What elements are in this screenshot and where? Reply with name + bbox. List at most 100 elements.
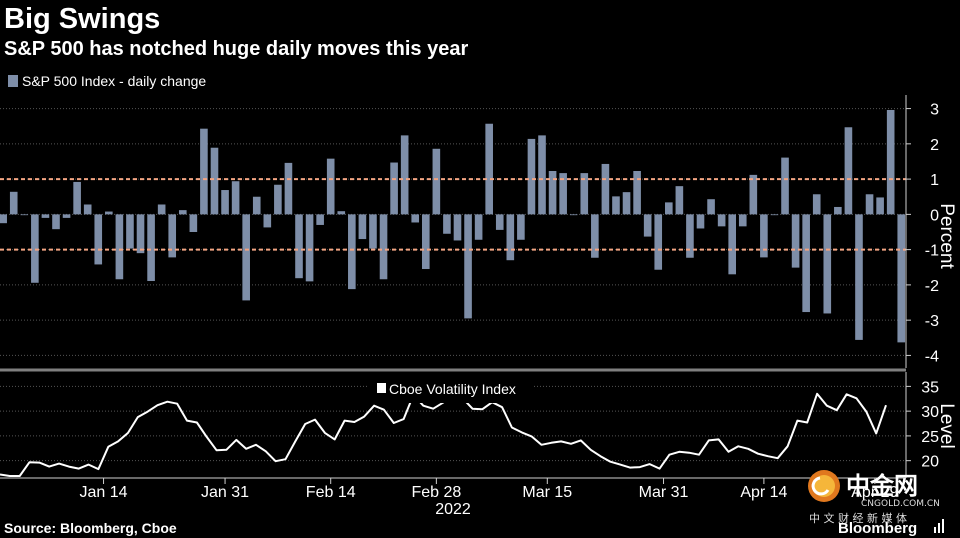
percent-tick-label: 0 bbox=[930, 207, 939, 224]
x-tick-label: Mar 15 bbox=[522, 484, 572, 501]
sp500-bar bbox=[675, 186, 684, 215]
sp500-bar bbox=[390, 162, 398, 215]
sp500-bar bbox=[760, 214, 768, 258]
sp500-bar bbox=[400, 135, 409, 215]
sp500-bar bbox=[643, 214, 652, 237]
sp500-bar bbox=[105, 211, 113, 215]
watermark-tagline: 中 文 财 经 新 媒 体 bbox=[809, 511, 907, 525]
sp500-bar bbox=[52, 214, 60, 230]
sp500-bar bbox=[242, 214, 250, 301]
sp500-bar bbox=[517, 214, 525, 240]
sp500-bar bbox=[749, 174, 758, 215]
sp500-bar bbox=[506, 214, 515, 261]
x-tick-label: Feb 14 bbox=[306, 484, 356, 501]
vix-legend-swatch bbox=[377, 383, 386, 393]
sp500-bar bbox=[474, 214, 483, 240]
x-tick-label: Apr 29 bbox=[851, 484, 898, 501]
sp500-bar bbox=[305, 214, 314, 282]
bloomberg-logo: Bloomberg bbox=[838, 520, 917, 537]
sp500-bar bbox=[453, 214, 462, 241]
sp500-bar bbox=[612, 196, 620, 215]
sp500-bar bbox=[686, 214, 694, 258]
sp500-bar bbox=[200, 128, 208, 215]
sp500-bar bbox=[802, 214, 810, 313]
sp500-bar bbox=[664, 202, 673, 215]
sp500-bar bbox=[9, 191, 18, 215]
sp500-bar bbox=[834, 206, 842, 215]
sp500-bar bbox=[654, 214, 663, 270]
level-tick-label: 25 bbox=[921, 429, 939, 446]
sp500-bar bbox=[855, 214, 863, 340]
sp500-bar bbox=[591, 214, 599, 258]
sp500-bar bbox=[432, 148, 441, 215]
sp500-bar bbox=[83, 204, 92, 215]
x-tick-label: Jan 31 bbox=[201, 484, 249, 501]
chart-subtitle: S&P 500 has notched huge daily moves thi… bbox=[4, 38, 469, 60]
percent-tick-label: 1 bbox=[930, 172, 939, 189]
sp500-bar bbox=[527, 138, 536, 215]
percent-tick-label: -4 bbox=[925, 348, 939, 365]
sp500-bar bbox=[369, 214, 377, 249]
x-tick-label: Mar 31 bbox=[639, 484, 689, 501]
sp500-bar bbox=[115, 214, 124, 280]
sp500-bar bbox=[62, 214, 71, 218]
reference-lines bbox=[0, 178, 906, 251]
watermark-brand: 中金网 bbox=[846, 472, 918, 500]
sp500-bar bbox=[580, 173, 589, 215]
level-tick-label: 30 bbox=[921, 404, 939, 421]
vix-line bbox=[0, 392, 887, 477]
sp500-bar bbox=[231, 181, 240, 215]
sp500-bar bbox=[717, 214, 726, 227]
sp500-bar bbox=[812, 194, 821, 215]
vix-legend-bg bbox=[369, 377, 533, 403]
sp500-bar bbox=[569, 214, 578, 216]
sp500-bar bbox=[284, 162, 293, 215]
sp500-bar bbox=[548, 170, 557, 215]
sp500-bar bbox=[495, 214, 504, 230]
sp500-bar bbox=[485, 123, 493, 215]
level-tick-label: 20 bbox=[921, 454, 939, 471]
sp500-bar bbox=[316, 214, 324, 225]
sp500-bar bbox=[0, 214, 7, 224]
percent-tick-label: 2 bbox=[930, 137, 939, 154]
sp500-bar bbox=[464, 214, 472, 319]
sp500-bar bbox=[274, 184, 282, 215]
sp500-bar bbox=[876, 197, 884, 215]
sp500-bar bbox=[295, 214, 303, 279]
level-tick-label: 35 bbox=[921, 379, 939, 396]
sp500-bar bbox=[31, 214, 39, 283]
percent-tick-label: -3 bbox=[925, 313, 939, 330]
top-panel-y-ticks: 3 2 1 0 -1 -2 -3 -4 bbox=[906, 102, 939, 365]
sp500-bar bbox=[411, 214, 420, 223]
sp500-bar bbox=[791, 214, 800, 268]
sp500-bar bbox=[421, 214, 430, 270]
sp500-bar bbox=[844, 127, 853, 215]
cngold-watermark: 中金网 CNGOLD.COM.CN 中 文 财 经 新 媒 体 bbox=[808, 470, 940, 525]
vix-legend-label: Cboe Volatility Index bbox=[389, 381, 516, 397]
x-tick-label: Apr 14 bbox=[740, 484, 787, 501]
bloomberg-bars-icon bbox=[934, 519, 944, 533]
sp500-bar bbox=[210, 147, 219, 215]
sp500-bar bbox=[94, 214, 103, 265]
sp500-bar bbox=[738, 214, 747, 227]
x-axis-ticks: Jan 14 Jan 31 Feb 14 Feb 28 Mar 15 Mar 31 Apr … bbox=[80, 478, 899, 501]
sp500-bar bbox=[886, 109, 895, 215]
sp500-bar bbox=[728, 214, 736, 275]
sp500-bar bbox=[189, 214, 198, 232]
sp500-bar bbox=[622, 192, 631, 215]
sp500-bar bbox=[443, 214, 451, 234]
sp500-bar bbox=[157, 204, 166, 215]
top-panel-gridlines bbox=[0, 108, 906, 356]
sp500-bar bbox=[263, 214, 272, 228]
sp500-bar bbox=[126, 214, 134, 249]
sp500-bar bbox=[633, 170, 641, 215]
x-axis-year-label: 2022 bbox=[435, 501, 471, 518]
percent-tick-label: -1 bbox=[925, 243, 939, 260]
sp500-bar bbox=[147, 214, 155, 282]
sp500-bar bbox=[337, 211, 346, 215]
watermark-domain: CNGOLD.COM.CN bbox=[861, 499, 940, 509]
sp500-bar bbox=[20, 214, 29, 216]
sp500-bar bbox=[823, 214, 832, 314]
cngold-logo-icon bbox=[808, 470, 840, 502]
